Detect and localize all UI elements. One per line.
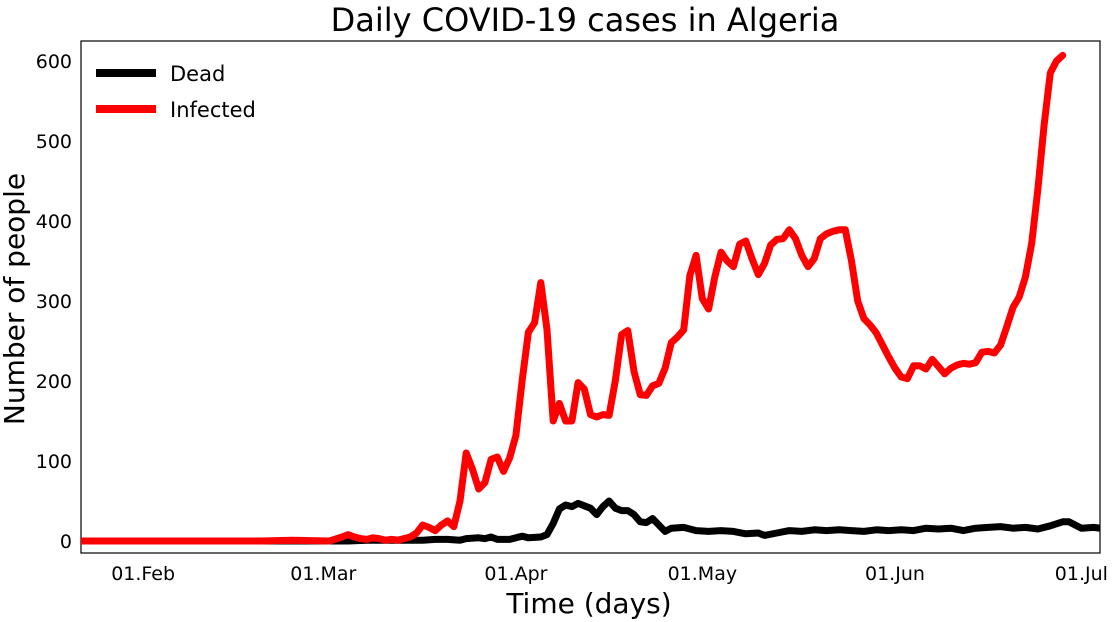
x-tick-label-01-jun: 01.Jun	[865, 563, 925, 585]
legend-label-infected: Infected	[170, 98, 256, 122]
series-line-dead	[81, 497, 1100, 545]
y-tick-label-600: 600	[36, 51, 72, 73]
y-tick-label-400: 400	[36, 211, 72, 233]
chart-title: Daily COVID-19 cases in Algeria	[331, 1, 840, 39]
legend-label-dead: Dead	[170, 62, 225, 86]
y-axis-ticks: 0 100 200 300 400 500 600	[36, 51, 72, 553]
series-line-infected	[81, 51, 1067, 545]
x-tick-label-01-apr: 01.Apr	[484, 563, 547, 585]
x-tick-label-01-mar: 01.Mar	[290, 563, 356, 585]
legend: Dead Infected	[96, 62, 256, 122]
y-tick-label-0: 0	[60, 531, 72, 553]
x-axis-ticks: 01.Feb 01.Mar 01.Apr 01.May 01.Jun 01.Jul	[111, 563, 1108, 585]
y-axis-label: Number of people	[0, 173, 31, 425]
y-tick-label-100: 100	[36, 451, 72, 473]
y-tick-label-200: 200	[36, 371, 72, 393]
y-tick-label-300: 300	[36, 291, 72, 313]
x-axis-label: Time (days)	[505, 587, 671, 620]
y-tick-label-500: 500	[36, 131, 72, 153]
plot-frame	[80, 40, 1101, 554]
x-tick-label-01-may: 01.May	[668, 563, 738, 585]
x-tick-label-01-jul: 01.Jul	[1055, 563, 1108, 585]
series-lines	[81, 51, 1100, 545]
x-tick-label-01-feb: 01.Feb	[111, 563, 175, 585]
